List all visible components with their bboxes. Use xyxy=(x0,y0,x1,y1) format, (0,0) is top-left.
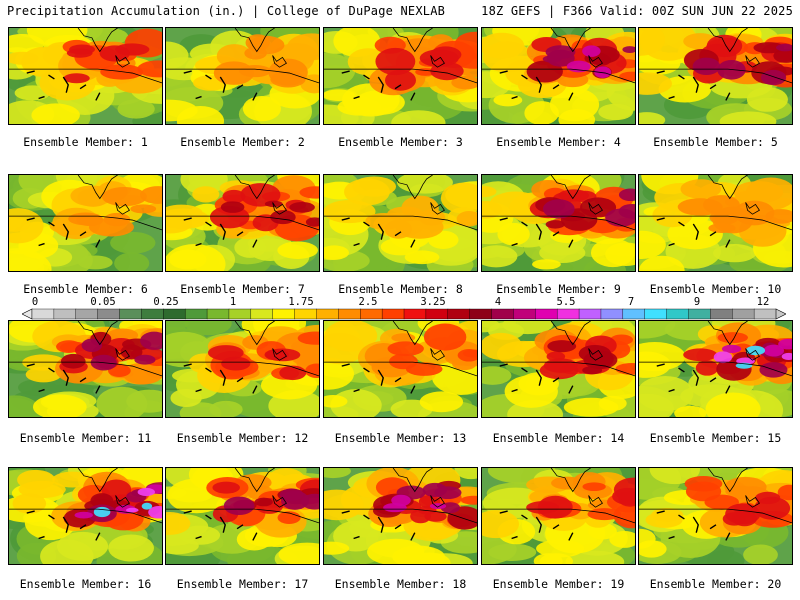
colorbar-segment xyxy=(75,308,99,320)
colorbar-segment xyxy=(119,308,142,320)
ensemble-member-map xyxy=(165,320,320,418)
colorbar-segment xyxy=(644,308,668,320)
ensemble-member-map xyxy=(8,467,163,565)
colorbar-left-arrow xyxy=(22,308,33,320)
ensemble-member-label: Ensemble Member: 2 xyxy=(180,135,305,149)
colorbar-segment xyxy=(578,308,602,320)
colorbar-tick-label: 5.5 xyxy=(556,296,576,308)
colorbar-tick-label: 0.25 xyxy=(153,296,179,308)
ensemble-member-map xyxy=(638,320,793,418)
colorbar-segment xyxy=(272,308,296,320)
ensemble-member-label: Ensemble Member: 11 xyxy=(19,431,152,445)
ensemble-member-map xyxy=(8,320,163,418)
colorbar-segment xyxy=(622,308,646,320)
ensemble-member-label: Ensemble Member: 3 xyxy=(338,135,463,149)
colorbar-tick-label: 12 xyxy=(756,296,770,308)
colorbar-segment xyxy=(556,308,580,320)
precip-colorbar xyxy=(22,308,786,320)
colorbar-tick-label: 2.5 xyxy=(358,296,378,308)
ensemble-member-map xyxy=(481,467,636,565)
ensemble-member-map xyxy=(481,174,636,272)
ensemble-member-label: Ensemble Member: 12 xyxy=(176,431,309,445)
ensemble-member-label: Ensemble Member: 15 xyxy=(649,431,782,445)
colorbar-segment xyxy=(53,308,77,320)
colorbar-segment xyxy=(163,308,186,320)
ensemble-member-label: Ensemble Member: 9 xyxy=(496,282,621,296)
ensemble-member-label: Ensemble Member: 19 xyxy=(492,577,625,591)
ensemble-member-map xyxy=(638,467,793,565)
colorbar-right-arrow xyxy=(775,308,786,320)
ensemble-member-label: Ensemble Member: 14 xyxy=(492,431,625,445)
ensemble-member-label: Ensemble Member: 8 xyxy=(338,282,463,296)
ensemble-member-label: Ensemble Member: 4 xyxy=(496,135,621,149)
colorbar-segment xyxy=(141,308,164,320)
ensemble-member-label: Ensemble Member: 7 xyxy=(180,282,305,296)
colorbar-tick-label: 4 xyxy=(494,296,502,308)
map-title: Precipitation Accumulation (in.) | Colle… xyxy=(7,4,446,18)
colorbar-segment xyxy=(535,308,558,320)
colorbar-segment xyxy=(403,308,427,320)
model-valid-time: 18Z GEFS | F366 Valid: 00Z SUN JUN 22 20… xyxy=(481,4,793,18)
ensemble-member-label: Ensemble Member: 5 xyxy=(653,135,778,149)
colorbar-segment xyxy=(513,308,536,320)
colorbar-segment xyxy=(753,308,777,320)
ensemble-member-label: Ensemble Member: 6 xyxy=(23,282,148,296)
ensemble-member-label: Ensemble Member: 13 xyxy=(334,431,467,445)
colorbar-segment xyxy=(491,308,514,320)
ensemble-member-map xyxy=(8,27,163,125)
colorbar-tick-label: 1.75 xyxy=(288,296,314,308)
colorbar-segment xyxy=(360,308,383,320)
ensemble-member-map xyxy=(481,320,636,418)
ensemble-member-map xyxy=(165,27,320,125)
colorbar-segment xyxy=(316,308,339,320)
ensemble-member-map xyxy=(638,174,793,272)
colorbar-segment xyxy=(228,308,252,320)
colorbar-segment xyxy=(294,308,317,320)
colorbar-segment xyxy=(688,308,711,320)
colorbar-segment xyxy=(381,308,405,320)
colorbar-tick-label: 0 xyxy=(31,296,39,308)
colorbar-tick-label: 7 xyxy=(627,296,635,308)
ensemble-member-map xyxy=(165,174,320,272)
colorbar-segment xyxy=(31,308,55,320)
colorbar-segment xyxy=(97,308,121,320)
colorbar-segment xyxy=(732,308,755,320)
ensemble-member-map xyxy=(481,27,636,125)
ensemble-member-label: Ensemble Member: 20 xyxy=(649,577,782,591)
colorbar-segment xyxy=(666,308,689,320)
ensemble-member-map xyxy=(323,27,478,125)
colorbar-segment xyxy=(184,308,208,320)
ensemble-member-map xyxy=(323,320,478,418)
colorbar-segment xyxy=(206,308,230,320)
ensemble-member-map xyxy=(8,174,163,272)
colorbar-segment xyxy=(710,308,733,320)
ensemble-member-label: Ensemble Member: 16 xyxy=(19,577,152,591)
ensemble-member-label: Ensemble Member: 10 xyxy=(649,282,782,296)
colorbar-segment xyxy=(250,308,274,320)
colorbar-tick-label: 3.25 xyxy=(420,296,446,308)
ensemble-member-map xyxy=(323,467,478,565)
ensemble-member-map xyxy=(638,27,793,125)
colorbar-segment xyxy=(338,308,361,320)
colorbar-segment xyxy=(469,308,493,320)
colorbar-segment xyxy=(447,308,471,320)
colorbar-tick-label: 9 xyxy=(693,296,701,308)
ensemble-member-map xyxy=(165,467,320,565)
ensemble-member-map xyxy=(323,174,478,272)
ensemble-member-label: Ensemble Member: 1 xyxy=(23,135,148,149)
ensemble-member-label: Ensemble Member: 18 xyxy=(334,577,467,591)
colorbar-segment xyxy=(425,308,449,320)
colorbar-tick-label: 0.05 xyxy=(90,296,116,308)
colorbar-tick-label: 1 xyxy=(229,296,237,308)
ensemble-member-label: Ensemble Member: 17 xyxy=(176,577,309,591)
colorbar-segment xyxy=(600,308,624,320)
